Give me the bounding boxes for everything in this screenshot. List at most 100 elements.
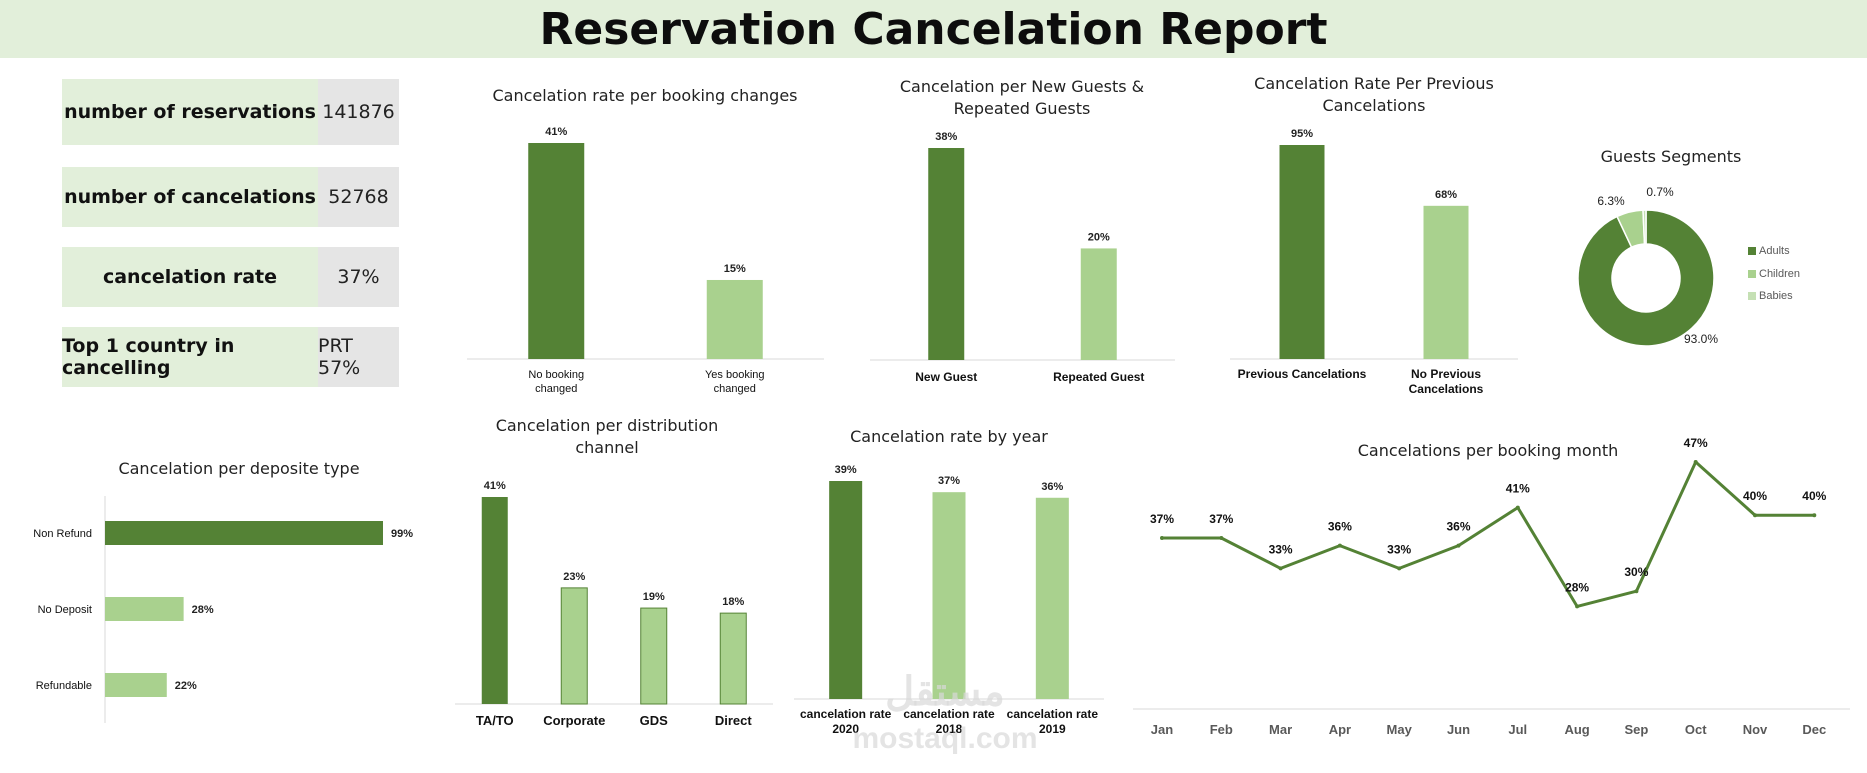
bar [1035, 497, 1069, 699]
data-label: 28% [192, 604, 214, 616]
bar [932, 492, 966, 699]
chart-guests-segments: 93.0% 6.3% 0.7% Adults Children Babies [1577, 185, 1800, 347]
donut-slice [1577, 209, 1715, 347]
bar [1423, 205, 1469, 359]
bar [706, 279, 763, 359]
label-line: cancelation rate [800, 707, 892, 721]
label-line: Yes booking [705, 369, 765, 381]
tick-label: Jul [1508, 722, 1527, 737]
category-label: cancelation rate 2019 [1007, 707, 1099, 736]
title-line: Cancelations [1323, 96, 1426, 115]
data-label: 20% [1088, 231, 1110, 243]
data-label: 95% [1291, 128, 1313, 140]
chart-title-distribution-channel: Cancelation per distribution channel [496, 416, 719, 457]
label-line: 2020 [832, 722, 859, 736]
chart-deposit-type: 99% Non Refund 28% No Deposit 22% Refundable [33, 496, 413, 723]
legend-label: Children [1759, 268, 1800, 280]
page-title: Reservation Cancelation Report [539, 4, 1328, 55]
kpi-card-cancelation-rate: cancelation rate 37% [62, 247, 399, 307]
legend-swatch [1748, 247, 1756, 255]
data-label: 18% [722, 596, 744, 608]
data-label: 41% [1506, 482, 1530, 496]
label-line: changed [714, 383, 756, 395]
label-line: No booking [528, 369, 584, 381]
bar [105, 673, 167, 697]
chart-title-deposit-type: Cancelation per deposite type [118, 459, 359, 478]
kpi-card-top-country: Top 1 country in cancelling PRT 57% [62, 327, 399, 387]
data-label: 19% [643, 591, 665, 603]
category-label: No Deposit [38, 604, 92, 616]
donut-slice [1642, 209, 1647, 245]
chart-booking-month: 37% Jan 37% Feb 33% Mar 36% Apr 33% May 36% Jun 41% J… [1133, 436, 1850, 737]
data-label: 0.7% [1646, 185, 1674, 199]
data-label: 33% [1269, 542, 1293, 556]
label-line: No Previous [1411, 367, 1481, 381]
kpi-label: number of cancelations [62, 167, 318, 227]
category-label: Direct [715, 713, 753, 728]
chart-booking-changes: 41% No booking changed 15% Yes booking change… [467, 126, 824, 395]
bar [1279, 145, 1325, 359]
tick-label: Aug [1564, 722, 1589, 737]
data-label: 22% [175, 680, 197, 692]
bar [481, 497, 508, 704]
label-line: cancelation rate [1007, 707, 1099, 721]
category-label: cancelation rate 2018 [903, 707, 995, 736]
bar [560, 587, 588, 705]
legend-label: Babies [1759, 290, 1793, 302]
kpi-label: cancelation rate [62, 247, 318, 307]
data-label: 68% [1435, 189, 1457, 201]
tick-label: Oct [1685, 722, 1707, 737]
data-label: 6.3% [1597, 194, 1625, 208]
label-line: changed [535, 383, 577, 395]
data-label: 36% [1446, 520, 1470, 534]
data-point [1219, 536, 1224, 540]
tick-label: May [1387, 722, 1413, 737]
bar [528, 143, 585, 359]
data-point [1812, 513, 1817, 518]
data-point [1397, 566, 1402, 571]
data-point [1693, 460, 1698, 464]
data-point [1337, 543, 1342, 548]
kpi-card-reservations: number of reservations 141876 [62, 79, 399, 145]
data-label: 37% [938, 475, 960, 487]
chart-title-guests-segments: Guests Segments [1601, 147, 1742, 166]
data-point [1634, 589, 1639, 594]
bar [928, 148, 965, 360]
kpi-value: 141876 [318, 79, 399, 145]
category-label: GDS [640, 713, 669, 728]
label-line: 2019 [1039, 722, 1066, 736]
chart-title-previous-cancelations: Cancelation Rate Per Previous Cancelation… [1254, 74, 1494, 115]
chart-title-booking-changes: Cancelation rate per booking changes [492, 86, 797, 105]
tick-label: Mar [1269, 722, 1292, 737]
title-line: channel [575, 438, 638, 457]
data-point [1753, 513, 1757, 518]
data-point [1515, 505, 1520, 510]
data-label: 39% [835, 464, 857, 476]
kpi-value: PRT 57% [318, 327, 399, 387]
data-label: 41% [545, 126, 567, 138]
tick-label: Nov [1743, 722, 1768, 737]
data-label: 99% [391, 528, 413, 540]
chart-title-booking-month: Cancelations per booking month [1358, 441, 1619, 460]
tick-label: Jun [1447, 722, 1470, 737]
category-label: TA/TO [476, 713, 514, 728]
bar [1080, 248, 1117, 360]
chart-previous-cancelations: 95% Previous Cancelations 68% No Previous Ca… [1230, 128, 1518, 396]
label-line: cancelation rate [903, 707, 995, 721]
category-label: No booking changed [528, 369, 584, 395]
chart-distribution-channel: 41% TA/TO 23% Corporate 19% GDS 18% Direct [455, 480, 773, 728]
kpi-label: Top 1 country in cancelling [62, 327, 318, 387]
tick-label: Apr [1329, 722, 1351, 737]
legend-label: Adults [1759, 245, 1790, 257]
data-label: 36% [1041, 481, 1063, 493]
bar [105, 597, 184, 621]
data-label: 33% [1387, 542, 1411, 556]
title-banner [0, 0, 1867, 58]
category-label: Non Refund [33, 528, 92, 540]
title-line: Cancelation Rate Per Previous [1254, 74, 1494, 93]
category-label: No Previous Cancelations [1409, 367, 1484, 396]
tick-label: Jan [1151, 722, 1173, 737]
title-line: Cancelation per New Guests & [900, 77, 1144, 96]
